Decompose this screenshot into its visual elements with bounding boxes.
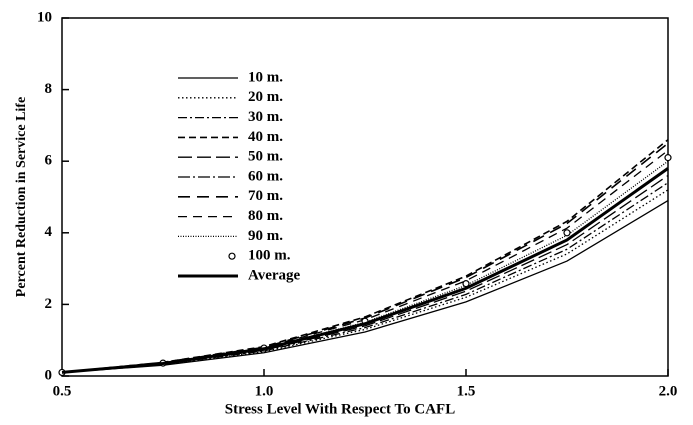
x-tick-label: 0.5 [53, 383, 72, 399]
legend-swatch [228, 252, 236, 260]
legend-label: 70 m. [248, 188, 283, 204]
legend-label: 30 m. [248, 109, 283, 125]
legend-label: 60 m. [248, 168, 283, 184]
series-line [61, 160, 669, 374]
legend-label: 50 m. [248, 149, 283, 165]
y-tick-label: 6 [45, 153, 53, 169]
legend-label: 90 m. [248, 228, 283, 244]
legend-label: 80 m. [248, 208, 283, 224]
plot-frame [61, 17, 669, 377]
x-axis-label: Stress Level With Respect To CAFL [225, 401, 455, 417]
y-tick-label: 0 [45, 367, 53, 383]
legend-label: 100 m. [248, 248, 291, 264]
series-marker [664, 154, 672, 162]
series-line [61, 200, 669, 374]
series-line [61, 167, 669, 374]
legend-label: 20 m. [248, 89, 283, 105]
legend-label: Average [248, 267, 301, 283]
x-tick-label: 1.5 [457, 383, 476, 399]
x-tick-label: 2.0 [659, 383, 678, 399]
y-axis-label: Percent Reduction in Service Life [14, 97, 29, 297]
y-tick-label: 4 [45, 224, 53, 240]
y-tick-label: 8 [45, 81, 53, 97]
series-line [61, 189, 669, 374]
series-marker [563, 229, 571, 237]
x-tick-label: 1.0 [255, 383, 274, 399]
series-line [61, 182, 669, 374]
y-tick-label: 2 [45, 296, 53, 312]
series-line [61, 142, 669, 374]
series-line [61, 139, 669, 374]
series-line [61, 174, 669, 374]
y-tick-label: 10 [37, 9, 52, 25]
series-line [61, 167, 669, 374]
series-line [61, 149, 669, 374]
legend-label: 40 m. [248, 129, 283, 145]
legend-label: 10 m. [248, 69, 283, 85]
